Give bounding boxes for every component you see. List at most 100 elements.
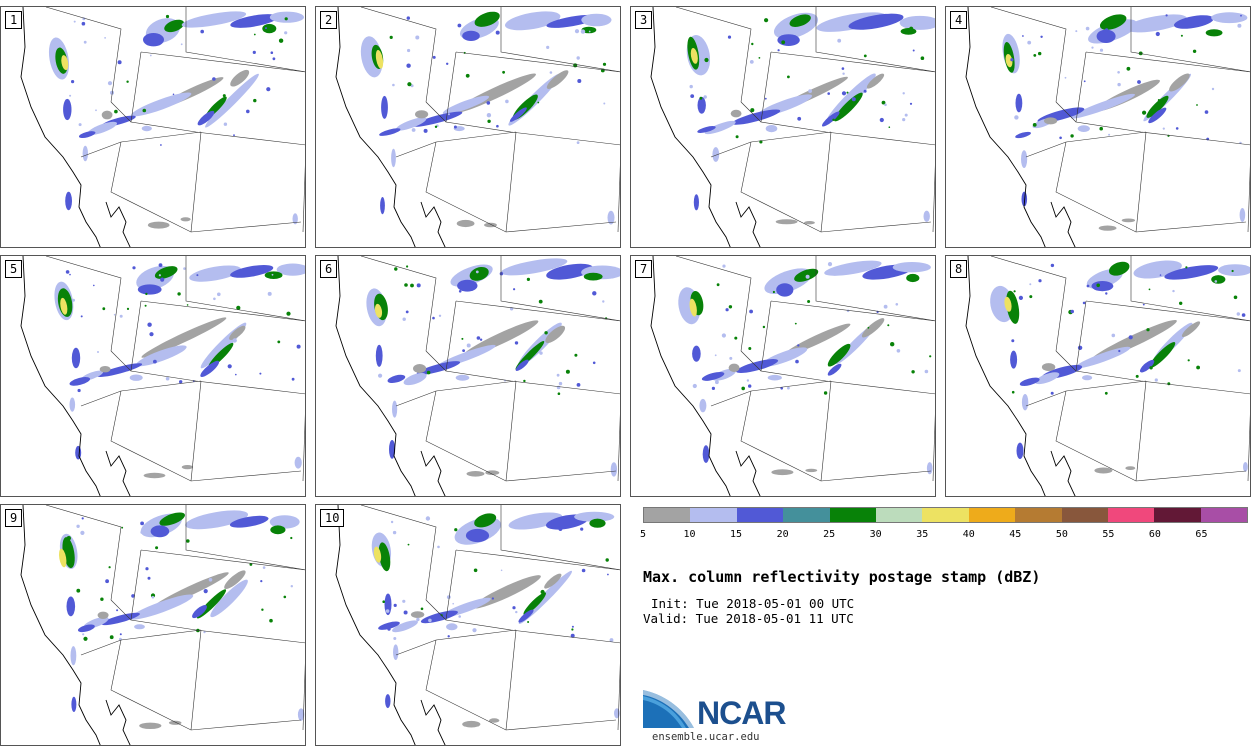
precip-echo [1211, 12, 1248, 24]
precip-speck [576, 383, 581, 387]
precip-speck [438, 314, 442, 317]
state-boundary [932, 165, 935, 233]
precip-speck [1105, 292, 1108, 295]
state-boundary [505, 380, 517, 482]
precip-speck [571, 628, 574, 631]
member-number-label: 9 [5, 509, 23, 527]
precip-echo [134, 624, 145, 630]
state-boundary [1247, 414, 1250, 482]
state-boundary [445, 51, 620, 146]
precip-echo [65, 191, 72, 211]
precip-echo [141, 125, 152, 132]
precip-echo [690, 48, 698, 64]
state-boundary [45, 505, 122, 601]
precip-speck [266, 87, 271, 92]
precip-echo [1098, 225, 1117, 231]
precip-echo [262, 23, 277, 34]
state-boundary [120, 380, 202, 392]
state-boundary [110, 350, 132, 372]
state-boundary [425, 350, 447, 372]
precip-speck [389, 35, 393, 39]
precip-echo [230, 14, 279, 28]
precip-speck [772, 290, 775, 294]
state-boundary [1247, 165, 1250, 233]
precip-speck [1040, 35, 1043, 38]
state-boundary [435, 131, 517, 143]
precip-echo [827, 343, 851, 367]
precip-speck [392, 530, 397, 535]
precip-echo [269, 11, 304, 23]
precip-speck [846, 91, 849, 94]
precip-speck [888, 126, 891, 128]
precip-speck [387, 627, 391, 631]
precip-speck [1029, 283, 1032, 286]
precip-speck [1146, 328, 1150, 332]
precip-speck [402, 317, 406, 321]
state-boundary [770, 300, 935, 322]
precip-speck [1086, 284, 1090, 288]
colorbar-segment [1200, 508, 1248, 522]
precip-speck [70, 543, 72, 546]
precip-speck [722, 264, 726, 268]
coastline [965, 7, 1046, 247]
precip-echo [805, 468, 818, 473]
state-boundary [1135, 380, 1147, 482]
precip-echo [1099, 14, 1127, 30]
precip-speck [113, 313, 116, 316]
precip-echo [775, 219, 798, 225]
precip-echo [1015, 93, 1023, 113]
precip-speck [104, 37, 106, 39]
precip-speck [929, 355, 932, 358]
precip-speck [1159, 274, 1162, 276]
precip-echo [101, 110, 113, 120]
state-boundary [500, 256, 620, 322]
state-boundary [395, 390, 437, 407]
precip-speck [81, 21, 86, 26]
precip-speck [80, 315, 83, 318]
precip-speck [526, 277, 530, 281]
precip-speck [1211, 87, 1215, 91]
precip-speck [227, 364, 232, 369]
precip-speck [72, 298, 75, 302]
precip-echo [181, 465, 194, 470]
precip-echo [139, 722, 162, 729]
precip-speck [703, 95, 707, 99]
colorbar-segment [968, 508, 1016, 522]
precip-speck [795, 359, 799, 364]
precip-speck [158, 263, 163, 267]
state-boundary [130, 300, 305, 395]
precip-speck [196, 274, 199, 277]
precip-echo [474, 513, 497, 528]
precip-speck [513, 288, 516, 291]
precip-echo [270, 525, 286, 535]
precip-echo [60, 297, 68, 315]
precip-speck [842, 72, 845, 75]
precip-speck [1059, 136, 1062, 140]
state-boundary [185, 256, 305, 322]
precip-speck [574, 29, 580, 34]
precip-speck [797, 344, 800, 347]
precip-speck [1117, 82, 1121, 87]
precip-speck [406, 16, 410, 20]
precip-echo [776, 283, 794, 297]
precip-echo [899, 15, 935, 30]
reflectivity-map [650, 7, 935, 247]
precip-echo [1005, 53, 1013, 68]
precip-echo [69, 377, 91, 386]
state-boundary [110, 390, 302, 482]
precip-echo [1239, 208, 1246, 222]
precip-echo [384, 593, 392, 616]
precip-speck [602, 300, 605, 303]
precip-speck [1118, 349, 1121, 353]
precip-speck [689, 84, 693, 89]
precip-speck [728, 305, 733, 309]
coastline [335, 7, 416, 247]
precip-speck [158, 274, 161, 277]
precip-speck [881, 100, 886, 105]
precip-speck [580, 527, 584, 531]
precip-echo [804, 221, 815, 225]
precip-speck [93, 284, 95, 287]
precip-speck [565, 369, 570, 374]
precip-echo [129, 374, 143, 381]
precip-speck [186, 304, 189, 306]
